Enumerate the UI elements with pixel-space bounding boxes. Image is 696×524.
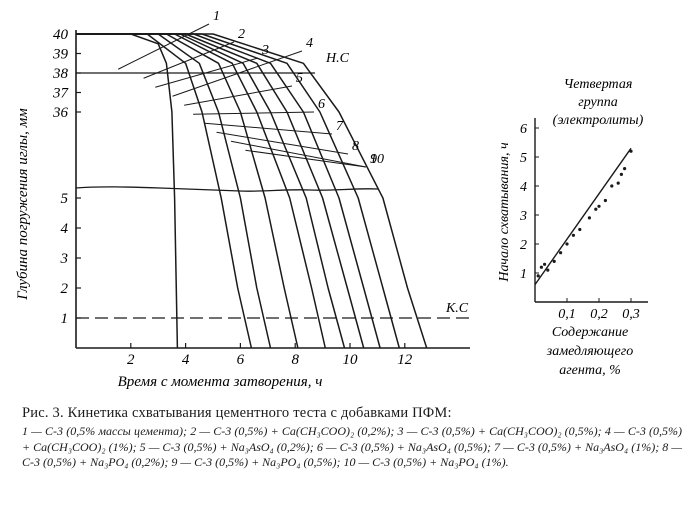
initial-set-label: Н.С [325, 51, 350, 66]
curve-label-10: 10 [370, 152, 384, 167]
inset-point [616, 181, 620, 185]
inset-title-line2: группа [578, 95, 618, 110]
inset-point [619, 172, 624, 176]
main-x-tick-label: 6 [237, 352, 245, 368]
main-y-ticks: 40 39 38 37 36 5 4 3 2 1 [52, 27, 81, 327]
main-y-tick-label: 5 [61, 191, 69, 207]
main-y-axis-title: Глубина погружения иглы, мм [15, 108, 31, 301]
curve-label-9: 9 [370, 152, 377, 167]
curve-leader-7 [204, 122, 333, 135]
inset-points [536, 149, 633, 278]
inset-fit-line [534, 147, 632, 286]
inset-y-tick-label: 5 [520, 151, 527, 166]
main-y-tick-label: 36 [52, 105, 69, 121]
curve-leader-8 [216, 131, 349, 155]
axis-break-line [75, 186, 379, 192]
inset-y-ticks: 1 2 3 4 5 6 [519, 122, 539, 282]
main-y-tick-label: 38 [52, 66, 69, 82]
curve-leader-5 [184, 85, 293, 106]
inset-point [597, 204, 601, 208]
inset-point [594, 207, 598, 211]
inset-chart: Четвертая группа (электролиты) 1 2 3 4 5 6 0,… [497, 77, 648, 378]
figure-caption: Рис. 3. Кинетика схватывания цементного … [22, 404, 682, 522]
inset-title-line3: (электролиты) [553, 113, 644, 128]
curves [76, 33, 428, 349]
main-y-tick-label: 40 [53, 27, 69, 43]
curve-label-6: 6 [318, 97, 325, 112]
inset-point [603, 198, 608, 203]
inset-y-tick-label: 4 [520, 180, 527, 195]
inset-point [571, 233, 576, 237]
inset-x-title-line2: замедляющего [546, 344, 633, 359]
final-set-label: К.С [445, 301, 469, 316]
curve-label-7: 7 [336, 119, 344, 134]
inset-point [587, 216, 592, 220]
main-y-tick-label: 37 [52, 86, 70, 102]
curve-label-4: 4 [306, 36, 313, 51]
main-x-ticks: 2 4 6 8 10 12 [127, 343, 413, 368]
inset-title-line1: Четвертая [564, 77, 633, 92]
inset-y-axis-title: Начало схватывания, ч [497, 142, 512, 283]
curve-10 [76, 33, 428, 349]
curve-leader-2 [143, 41, 235, 79]
curve-leader-10 [245, 149, 367, 168]
curve-leader-9 [230, 140, 367, 168]
main-x-tick-label: 12 [397, 352, 413, 368]
inset-x-tick-label: 0,1 [558, 307, 576, 322]
inset-point [623, 167, 627, 171]
main-y-tick-label: 3 [60, 251, 69, 267]
curve-leader-4 [172, 50, 303, 97]
curve-leader-3 [155, 57, 259, 88]
main-y-tick-label: 1 [61, 311, 69, 327]
main-x-tick-label: 10 [343, 352, 359, 368]
inset-point [610, 184, 614, 188]
inset-point [536, 274, 540, 278]
main-x-tick-label: 2 [127, 352, 135, 368]
curve-label-8: 8 [352, 139, 359, 154]
curve-label-5: 5 [296, 71, 303, 86]
main-x-tick-label: 8 [291, 352, 299, 368]
curve-label-2: 2 [238, 27, 245, 42]
inset-point [559, 251, 563, 255]
inset-x-title-line1: Содержание [552, 325, 628, 340]
inset-point [543, 262, 547, 266]
inset-point [578, 227, 582, 232]
curve-6 [76, 33, 346, 349]
curve-label-1: 1 [213, 9, 220, 24]
inset-x-ticks: 0,1 0,2 0,3 [558, 298, 640, 322]
curve-leader-6 [193, 111, 315, 115]
inset-x-tick-label: 0,3 [622, 307, 640, 322]
main-y-tick-label: 2 [61, 281, 69, 297]
main-x-axis-title: Время с момента затворения, ч [118, 374, 323, 390]
inset-y-tick-label: 2 [520, 238, 527, 253]
inset-point [546, 268, 550, 272]
main-y-tick-label: 4 [61, 221, 69, 237]
inset-x-tick-label: 0,2 [590, 307, 608, 322]
curve-leader-1 [117, 23, 210, 70]
inset-x-title-line3: агента, % [559, 363, 621, 378]
inset-y-tick-label: 3 [519, 209, 527, 224]
inset-point [552, 259, 556, 263]
inset-y-tick-label: 6 [520, 122, 527, 137]
inset-point [565, 242, 569, 246]
main-y-tick-label: 39 [52, 47, 69, 63]
inset-point [539, 265, 544, 269]
curve-1 [76, 33, 179, 349]
inset-y-tick-label: 1 [520, 267, 527, 282]
caption-title: Рис. 3. Кинетика схватывания цементного … [22, 405, 452, 421]
curve-label-3: 3 [261, 43, 269, 58]
caption-body: 1 — С-3 (0,5% массы цемента); 2 — С-3 (0… [22, 424, 682, 469]
main-x-tick-label: 4 [182, 352, 190, 368]
